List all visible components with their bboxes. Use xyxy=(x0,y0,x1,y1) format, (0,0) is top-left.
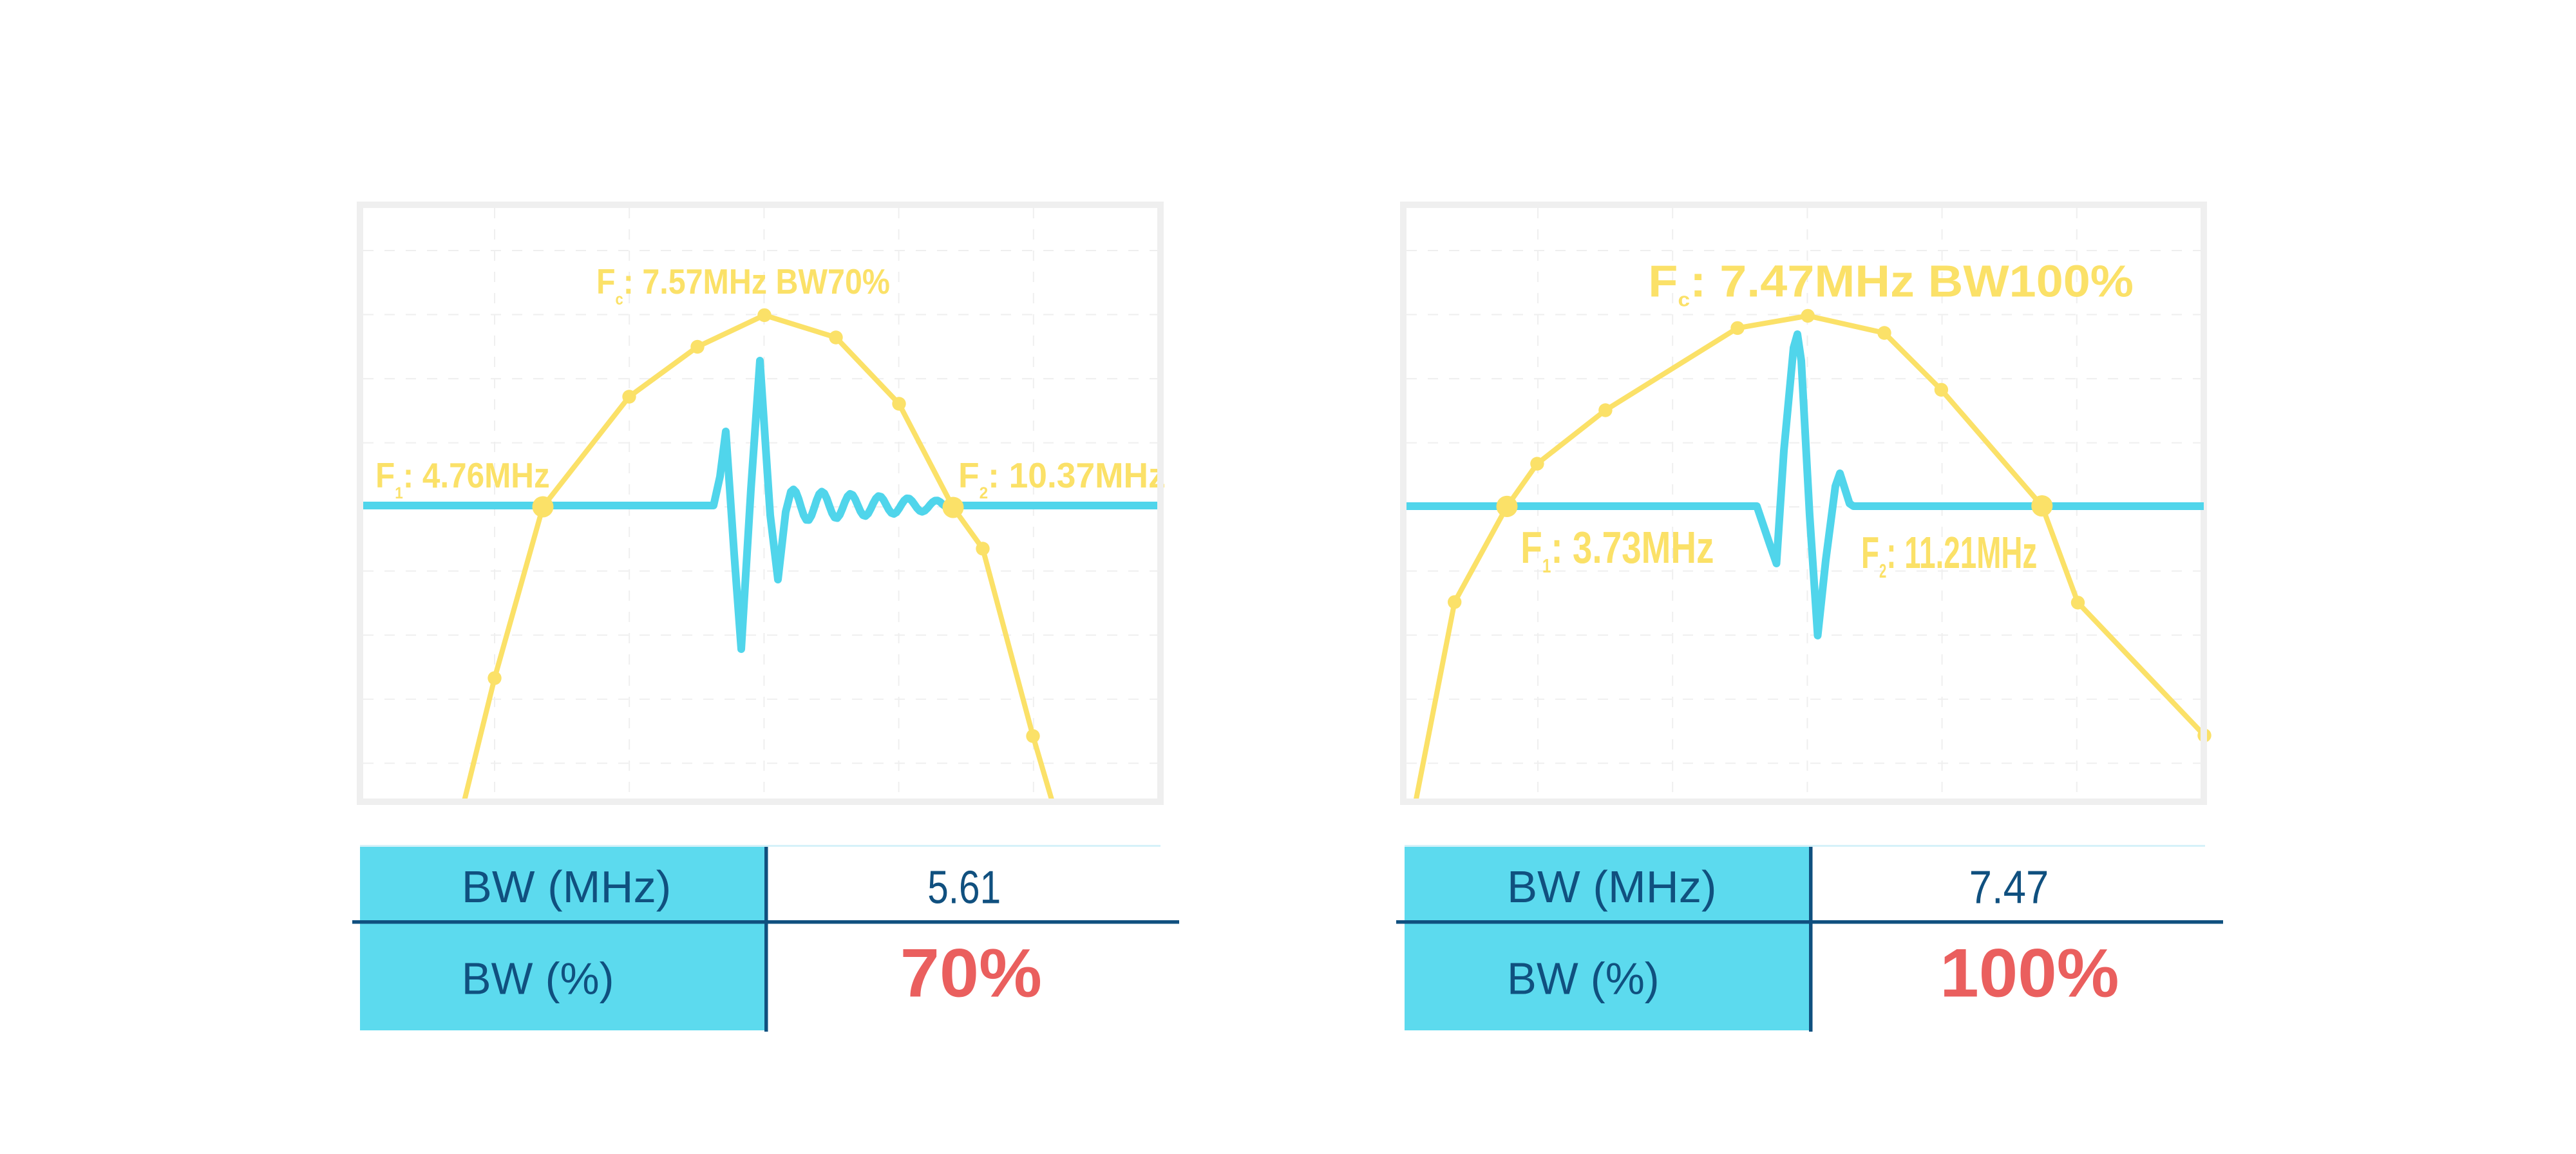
svg-text:Fc: 7.47MHz BW100%: Fc: 7.47MHz BW100% xyxy=(1648,256,2134,310)
svg-text:BW (%): BW (%) xyxy=(462,953,614,1004)
svg-text:7.47: 7.47 xyxy=(1969,862,2049,914)
svg-text:F2: 11.21MHz: F2: 11.21MHz xyxy=(1861,527,2037,582)
svg-text:70%: 70% xyxy=(900,934,1042,1011)
svg-text:BW (%): BW (%) xyxy=(1507,953,1660,1004)
svg-text:Fc: 7.57MHz BW70%: Fc: 7.57MHz BW70% xyxy=(596,261,890,308)
svg-text:5.61: 5.61 xyxy=(927,862,1001,913)
svg-text:F2: 10.37MHz: F2: 10.37MHz xyxy=(958,456,1166,502)
svg-text:F1: 4.76MHz: F1: 4.76MHz xyxy=(375,457,550,503)
svg-text:BW (MHz): BW (MHz) xyxy=(1507,861,1717,912)
svg-text:F1: 3.73MHz: F1: 3.73MHz xyxy=(1520,523,1714,577)
svg-text:BW (MHz): BW (MHz) xyxy=(462,861,672,912)
svg-text:100%: 100% xyxy=(1940,934,2119,1011)
